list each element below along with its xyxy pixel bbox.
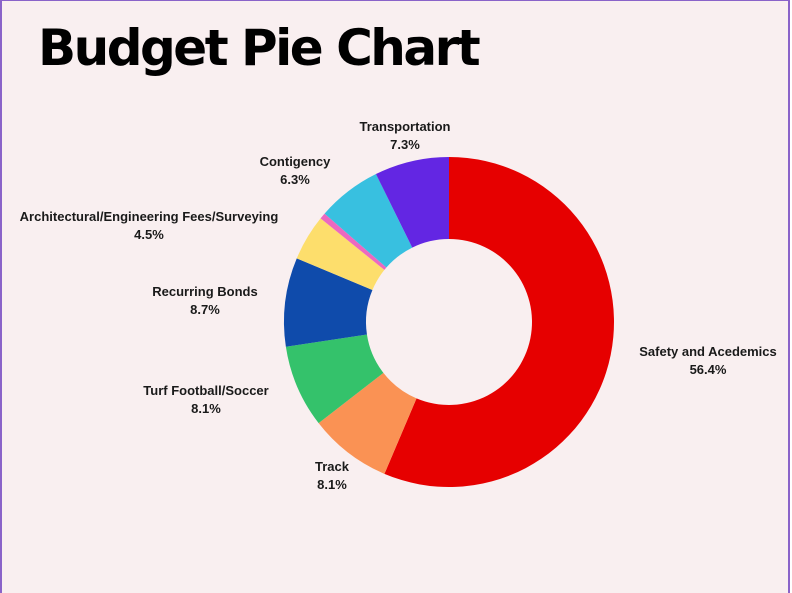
slice-label-turf-football-soccer: Turf Football/Soccer — [143, 383, 268, 398]
slice-labels: Safety and Acedemics 56.4% Track 8.1% Turf F… — [20, 119, 777, 492]
slice-label-architectural-engineering-fees-surveying: Architectural/Engineering Fees/Surveying — [20, 209, 279, 224]
donut-slices — [284, 157, 614, 488]
slice-value-contigency: 6.3% — [280, 172, 310, 187]
slice-label-track: Track — [315, 459, 350, 474]
slice-value-recurring-bonds: 8.7% — [190, 302, 220, 317]
slice-label-safety-and-acedemics: Safety and Acedemics — [639, 344, 777, 359]
slice-safety-and-acedemics — [384, 157, 614, 488]
slice-transportation — [375, 157, 449, 248]
slice-turf-football-soccer — [285, 334, 384, 424]
slice-contigency — [324, 174, 413, 268]
slice-value-safety-and-acedemics: 56.4% — [690, 362, 727, 377]
chart-title: Budget Pie Chart — [38, 19, 481, 77]
slice-label-recurring-bonds: Recurring Bonds — [152, 284, 257, 299]
slice-unlabeled-5 — [320, 213, 387, 270]
slice-recurring-bonds — [284, 258, 373, 347]
slice-value-track: 8.1% — [317, 477, 347, 492]
slice-value-transportation: 7.3% — [390, 137, 420, 152]
slice-architectural-engineering-fees-surveying — [296, 218, 385, 290]
slice-value-turf-football-soccer: 8.1% — [191, 401, 221, 416]
slice-track — [318, 372, 417, 474]
slice-value-architectural-engineering-fees-surveying: 4.5% — [134, 227, 164, 242]
slice-label-transportation: Transportation — [359, 119, 450, 134]
slice-label-contigency: Contigency — [260, 154, 332, 169]
